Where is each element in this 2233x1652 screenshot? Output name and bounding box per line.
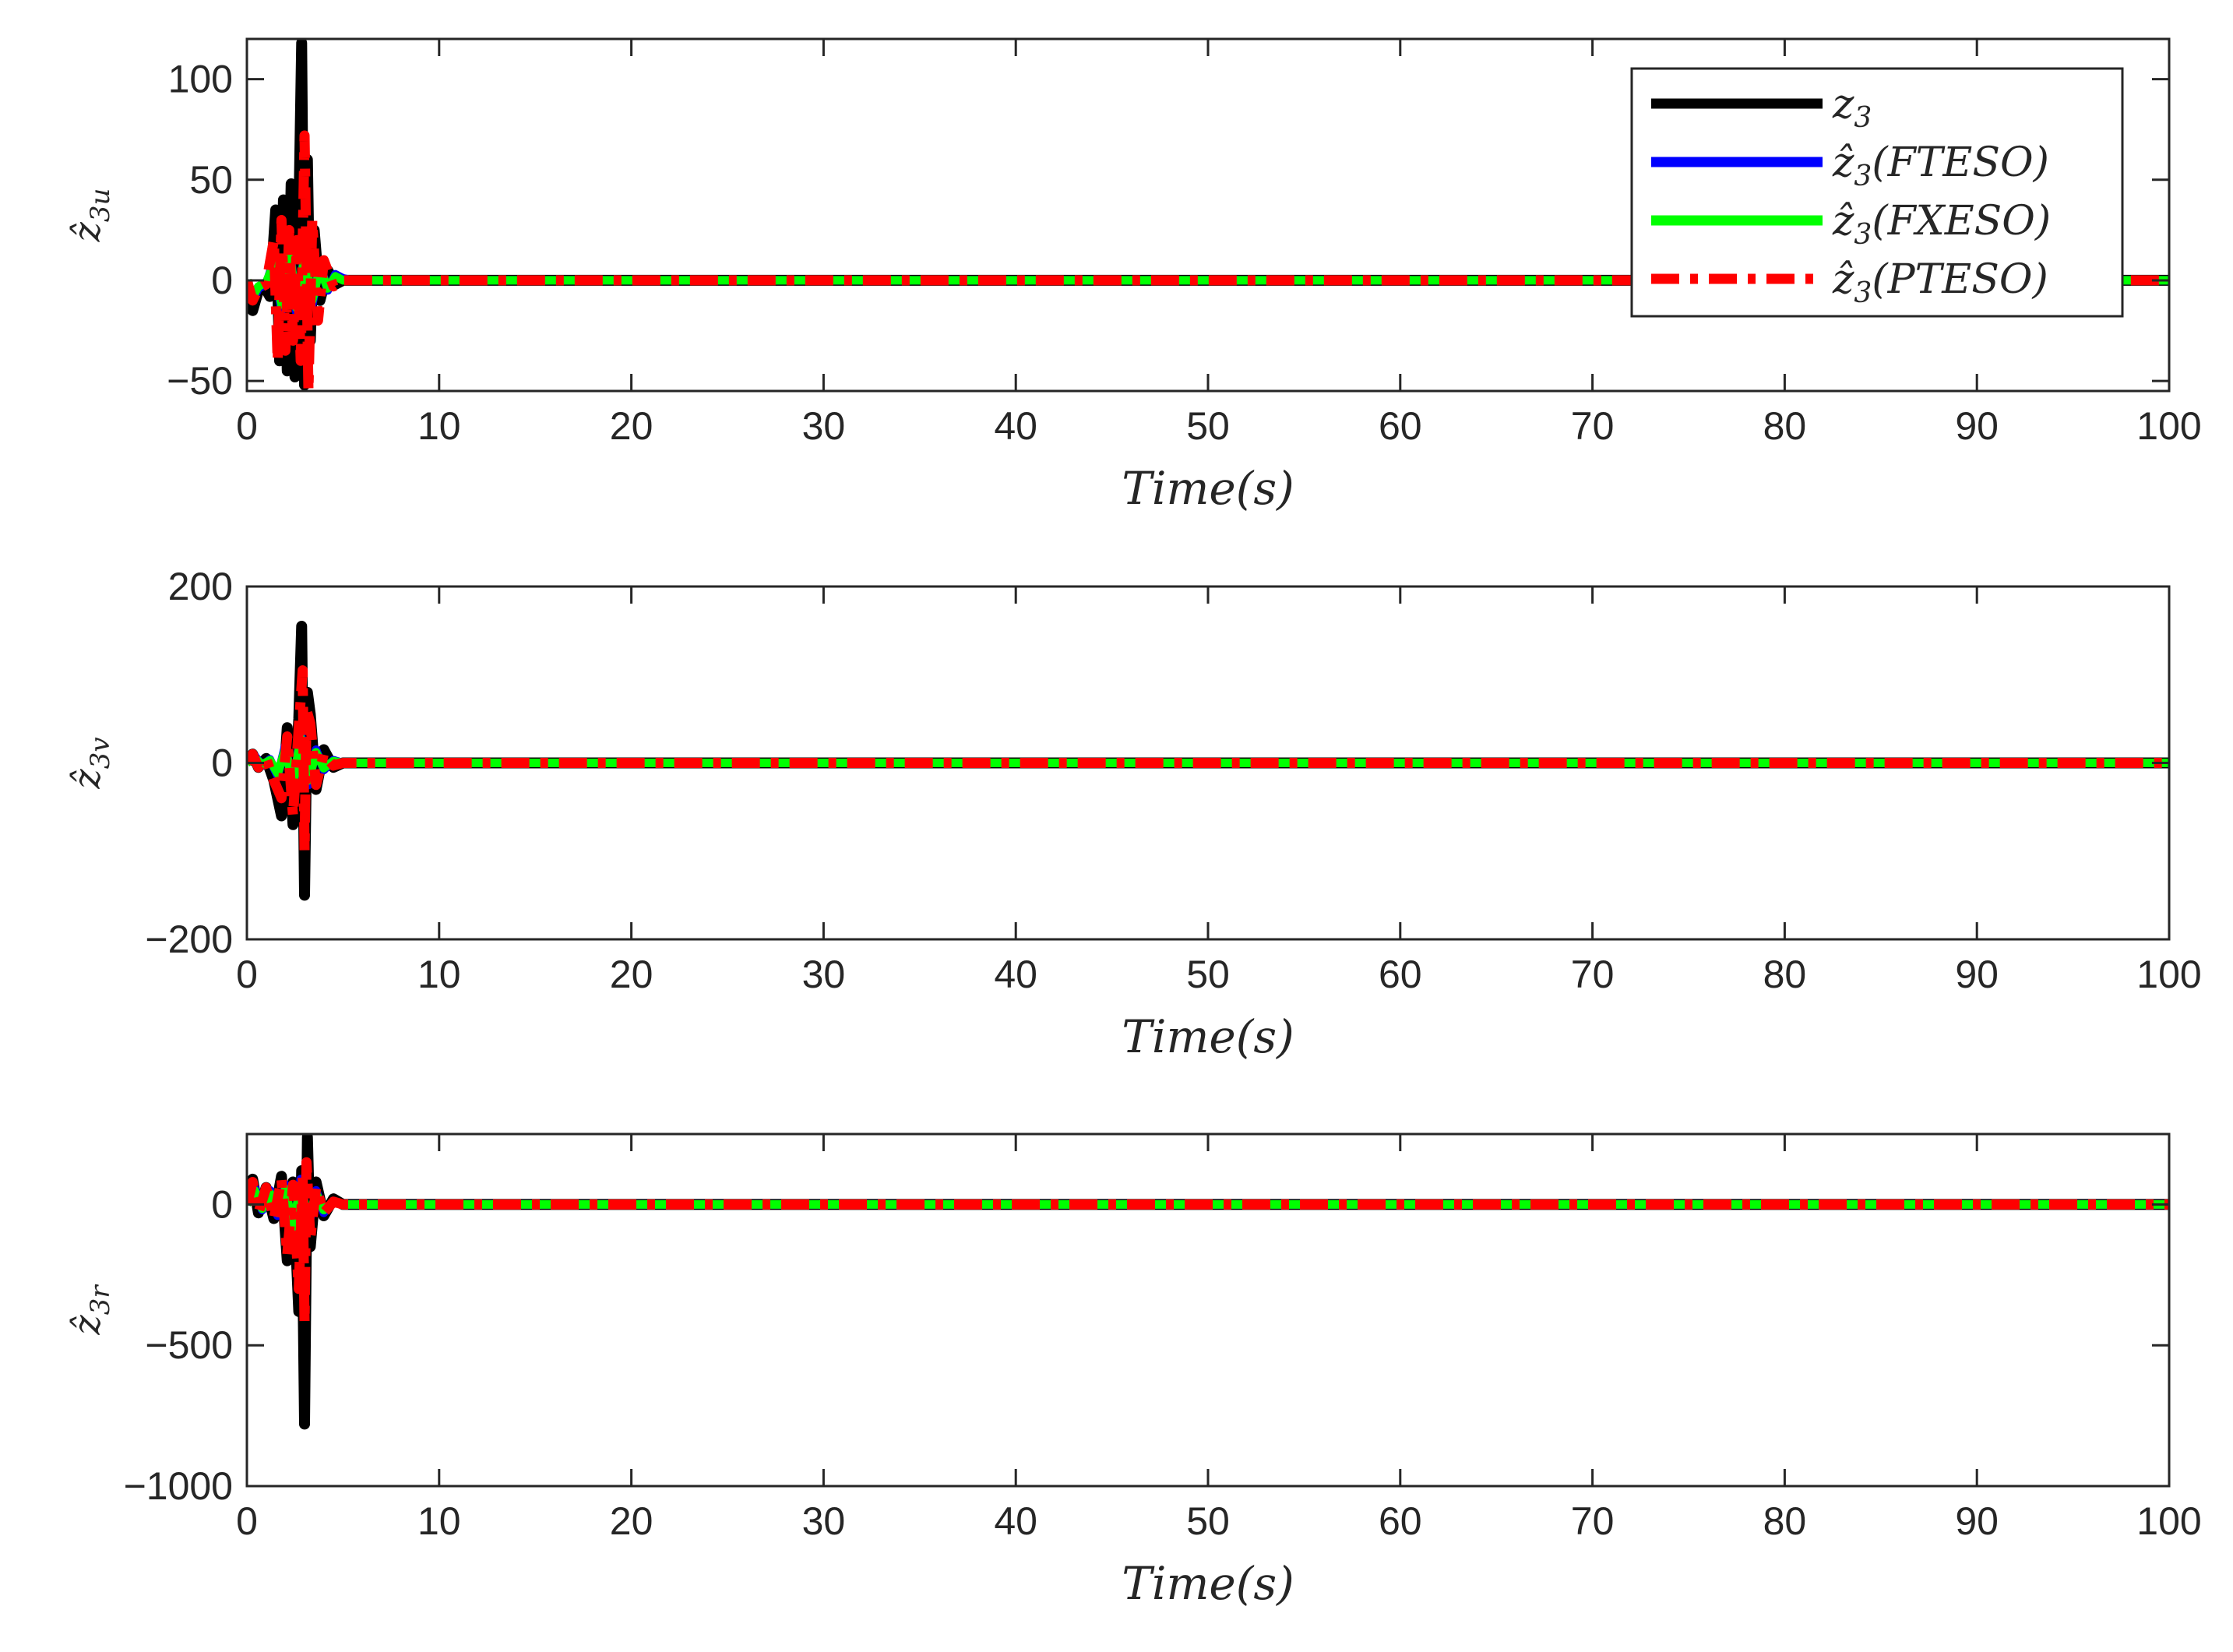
x-tick-label: 30 (802, 404, 846, 448)
series-group (247, 1134, 2169, 1430)
x-tick-label: 60 (1379, 953, 1422, 996)
legend-sub: 3 (1854, 277, 1872, 309)
x-tick-label: 70 (1571, 953, 1615, 996)
y-tick-label: 100 (168, 58, 233, 101)
x-tick-label: 20 (610, 1499, 653, 1543)
y-tick-label: 50 (189, 158, 233, 202)
y-axis-label: ẑ3r (65, 1284, 116, 1336)
x-tick-label: 80 (1763, 1499, 1807, 1543)
x-tick-label: 40 (994, 404, 1037, 448)
y-tick-label: 0 (211, 259, 233, 302)
y-tick-label: −200 (145, 918, 233, 961)
x-axis-label: Time(s) (1122, 462, 1294, 515)
x-tick-label: 50 (1186, 1499, 1230, 1543)
x-tick-label: 50 (1186, 953, 1230, 996)
x-axis-label: Time(s) (1122, 1010, 1294, 1063)
y-tick-label: 200 (168, 565, 233, 608)
x-tick-label: 60 (1379, 1499, 1422, 1543)
x-tick-label: 40 (994, 1499, 1037, 1543)
x-tick-label: 80 (1763, 404, 1807, 448)
y-tick-label: 0 (211, 741, 233, 785)
legend-label-fxeso: ẑ3(FXESO) (1832, 198, 2051, 251)
panel-3: 0 10 20 30 40 50 60 70 80 90 100 −1000 −500 0 Time(s) ẑ… (65, 1132, 2202, 1610)
series-group (247, 39, 2169, 391)
x-tick-label: 50 (1186, 404, 1230, 448)
legend-suffix: (PTESO) (1872, 256, 2048, 303)
x-tick-label: 30 (802, 953, 846, 996)
plot-area (247, 1134, 2169, 1486)
legend-label-z3: z3 (1832, 81, 1872, 134)
legend-base: ẑ (1832, 256, 1854, 303)
x-tick-label: 100 (2136, 953, 2201, 996)
x-tick-label: 10 (417, 404, 461, 448)
series-group (247, 621, 2169, 901)
legend-suffix: (FTESO) (1872, 139, 2049, 186)
legend-sub: 3 (1854, 219, 1872, 251)
series-line-pteso (247, 665, 2169, 857)
series-line-pteso (247, 130, 2169, 391)
x-tick-label: 20 (610, 953, 653, 996)
y-tick-label: −1000 (124, 1464, 233, 1508)
x-axis-label: Time(s) (1122, 1557, 1294, 1610)
x-tick-label: 70 (1571, 404, 1615, 448)
legend-base: z (1832, 81, 1854, 128)
x-tick-label: 100 (2136, 404, 2201, 448)
y-tick-label: −50 (167, 359, 233, 403)
x-tick-label: 40 (994, 953, 1037, 996)
x-tick-label: 60 (1379, 404, 1422, 448)
x-tick-label: 90 (1955, 1499, 1999, 1543)
legend-suffix: (FXESO) (1872, 198, 2051, 245)
x-tick-label: 80 (1763, 953, 1807, 996)
x-tick-label: 10 (417, 1499, 461, 1543)
y-axis-label: ẑ3v (65, 737, 116, 789)
legend-base: ẑ (1832, 139, 1854, 186)
legend-label-pteso: ẑ3(PTESO) (1832, 256, 2048, 309)
legend-sub: 3 (1854, 160, 1872, 192)
x-tick-label: 70 (1571, 1499, 1615, 1543)
legend-base: ẑ (1832, 198, 1854, 245)
x-tick-label: 30 (802, 1499, 846, 1543)
x-tick-label: 10 (417, 953, 461, 996)
y-tick-label: −500 (145, 1323, 233, 1367)
x-tick-label: 100 (2136, 1499, 2201, 1543)
legend-label-ftseo: ẑ3(FTESO) (1832, 139, 2049, 192)
legend-sub: 3 (1854, 102, 1872, 134)
x-tick-label: 20 (610, 404, 653, 448)
x-tick-label: 0 (236, 953, 258, 996)
y-axis-label: ẑ3u (65, 188, 116, 243)
x-tick-label: 90 (1955, 404, 1999, 448)
x-tick-label: 0 (236, 404, 258, 448)
y-tick-label: 0 (211, 1182, 233, 1226)
x-tick-label: 0 (236, 1499, 258, 1543)
x-tick-label: 90 (1955, 953, 1999, 996)
